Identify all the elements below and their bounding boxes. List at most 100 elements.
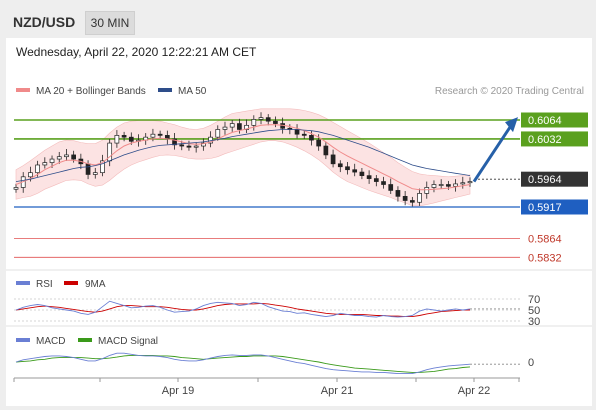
candle-body-36 — [273, 120, 278, 124]
rsi-tick-label: 50 — [528, 305, 540, 317]
rsi-ma-legend-swatch — [64, 281, 78, 285]
candle-body-24 — [186, 145, 192, 148]
forecast-arrow-head — [505, 117, 518, 133]
candle-body-62 — [460, 182, 466, 185]
candle-body-23 — [179, 144, 185, 147]
candle-body-56 — [417, 193, 422, 203]
candle-body-7 — [64, 154, 69, 158]
x-tick-label: Apr 22 — [458, 385, 490, 397]
candle-body-29 — [222, 126, 228, 130]
candle-body-15 — [121, 135, 127, 138]
candle-body-19 — [150, 133, 156, 138]
candle-body-22 — [172, 138, 177, 146]
level-tag-label: 0.5964 — [528, 174, 562, 186]
rsi-line — [15, 300, 471, 318]
candle-body-10 — [85, 163, 91, 175]
moving-averages — [15, 124, 471, 191]
candle-body-53 — [395, 190, 401, 197]
macd-signal-legend-label: MACD Signal — [98, 336, 158, 347]
macd-panel: 0 — [15, 352, 534, 375]
chart-panel — [6, 38, 592, 406]
candle-body-25 — [193, 145, 199, 148]
chart-datetime: Wednesday, April 22, 2020 12:22:21 AM CE… — [16, 45, 257, 59]
candle-body-40 — [301, 133, 307, 136]
level-tag-bg-0.5964 — [521, 171, 588, 187]
forecast-arrow — [472, 117, 518, 183]
level-tag-label: 0.6064 — [528, 115, 562, 127]
candle-body-16 — [128, 136, 134, 142]
candle-body-5 — [49, 158, 55, 163]
level-tag-label: 0.5832 — [528, 252, 562, 264]
candle-body-28 — [215, 129, 221, 138]
macd-tick-label: 0 — [528, 357, 534, 369]
level-tag-bg-0.5917 — [521, 199, 588, 215]
rsi-legend-swatch — [16, 281, 30, 285]
candle-body-12 — [100, 160, 105, 174]
level-tag-label: 0.5864 — [528, 233, 562, 245]
candle-body-30 — [229, 123, 235, 128]
x-tick-label: Apr 19 — [162, 385, 194, 397]
price-candles — [13, 112, 473, 207]
candle-body-34 — [258, 117, 264, 120]
timeframe-button[interactable]: 30 MIN — [85, 11, 135, 35]
ma50-line — [15, 129, 471, 182]
candle-body-59 — [438, 184, 444, 186]
candle-body-47 — [352, 169, 358, 173]
ma20-line — [15, 124, 471, 191]
rsi-legend: RSI 9MA — [16, 279, 106, 290]
candle-body-42 — [316, 139, 322, 147]
candle-body-32 — [244, 124, 249, 130]
candle-body-0 — [13, 187, 19, 190]
candle-body-60 — [446, 184, 451, 187]
candle-body-4 — [42, 162, 48, 166]
candle-body-54 — [402, 195, 408, 201]
candle-body-8 — [71, 154, 77, 160]
currency-pair: NZD/USD — [13, 14, 76, 30]
candle-body-14 — [114, 135, 120, 144]
research-credit: Research © 2020 Trading Central — [435, 86, 584, 97]
candle-body-31 — [237, 123, 242, 130]
candle-body-11 — [92, 172, 98, 175]
ma20-legend-label: MA 20 + Bollinger Bands — [36, 86, 146, 97]
level-tag-label: 0.5917 — [528, 202, 562, 214]
candle-body-46 — [345, 166, 350, 171]
candle-body-48 — [359, 171, 365, 176]
candle-body-39 — [294, 129, 300, 135]
macd-legend: MACD MACD Signal — [16, 336, 158, 347]
candle-body-3 — [35, 164, 40, 174]
rsi-tick-label: 70 — [528, 294, 540, 306]
level-tags: 0.6064 0.6032 0.5964 0.5917 0.5864 0.5832 — [521, 112, 588, 264]
macd-legend-label: MACD — [36, 336, 65, 347]
level-tag-label: 0.6032 — [528, 134, 562, 146]
level-tag-bg-0.6032 — [521, 131, 588, 147]
level-tag-bg-0.6064 — [521, 112, 588, 128]
candle-body-35 — [265, 117, 271, 122]
rsi-tick-label: 30 — [528, 316, 540, 328]
candle-body-49 — [366, 175, 372, 179]
ma50-legend-swatch — [158, 88, 172, 92]
candle-body-20 — [157, 133, 163, 136]
rsi-legend-label: RSI — [36, 279, 53, 290]
macd-signal-line — [15, 354, 471, 373]
candle-body-6 — [56, 156, 62, 160]
candle-body-55 — [409, 200, 415, 203]
candle-body-43 — [323, 145, 329, 156]
x-tick-label: Apr 21 — [321, 385, 353, 397]
top-bar: NZD/USD 30 MIN — [0, 0, 596, 38]
rsi-ma-legend-label: 9MA — [85, 279, 106, 290]
rsi-ma-line — [15, 302, 470, 318]
candle-body-63 — [467, 181, 473, 184]
bollinger-band-area — [15, 108, 471, 207]
macd-line — [15, 352, 471, 375]
candle-body-41 — [309, 135, 314, 141]
macd-legend-swatch — [16, 338, 30, 342]
macd-signal-legend-swatch — [78, 338, 92, 342]
candle-body-2 — [28, 172, 33, 178]
main-legend: MA 20 + Bollinger Bands MA 50 — [16, 86, 207, 97]
candle-body-52 — [388, 184, 394, 191]
candle-body-26 — [201, 142, 206, 147]
candle-body-45 — [337, 163, 343, 168]
ma20-legend-swatch — [16, 88, 30, 92]
x-axis-ticks: Apr 19 Apr 21 Apr 22 — [13, 378, 520, 397]
